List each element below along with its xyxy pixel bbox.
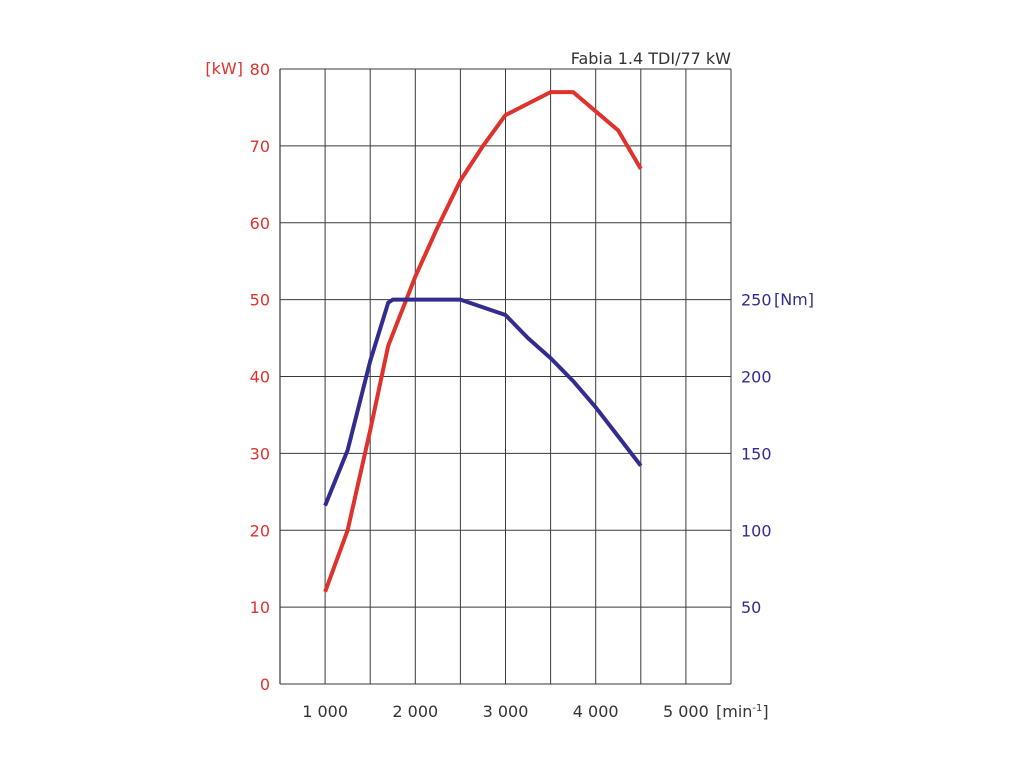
right-tick-label: 200 — [741, 368, 772, 387]
x-axis-unit-suffix: ] — [762, 702, 768, 721]
right-tick-label: 100 — [741, 521, 772, 540]
left-tick-label: 70 — [250, 137, 270, 156]
grid — [279, 68, 732, 685]
left-tick-label: 80 — [250, 60, 270, 79]
right-axis-unit-label: [Nm] — [774, 290, 814, 309]
x-tick-label: 5 000 — [663, 702, 709, 721]
x-tick-label: 3 000 — [483, 702, 529, 721]
left-tick-label: 0 — [260, 675, 270, 694]
left-tick-label: 60 — [250, 214, 270, 233]
left-tick-label: 50 — [250, 291, 270, 310]
chart-title: Fabia 1.4 TDI/77 kW — [571, 49, 731, 68]
torque-curve — [323, 297, 643, 507]
left-axis-unit-label: [kW] — [205, 59, 243, 78]
power-curve — [323, 90, 643, 593]
left-tick-label: 20 — [250, 521, 270, 540]
x-tick-label: 4 000 — [573, 702, 619, 721]
right-tick-label: 150 — [741, 444, 772, 463]
left-tick-label: 10 — [250, 598, 270, 617]
series-lines — [323, 90, 643, 593]
x-tick-label: 1 000 — [302, 702, 348, 721]
x-axis-unit-main: [min — [716, 702, 752, 721]
x-axis-unit-superscript: -1 — [752, 703, 762, 714]
left-tick-label: 30 — [250, 444, 270, 463]
axis-labels: Fabia 1.4 TDI/77 kW [kW] [Nm] [min-1] 0 1… — [205, 49, 814, 721]
x-tick-label: 2 000 — [392, 702, 438, 721]
right-tick-label: 50 — [741, 598, 761, 617]
x-axis-unit-label: [min-1] — [716, 702, 769, 721]
right-tick-label: 250 — [741, 291, 772, 310]
left-tick-label: 40 — [250, 368, 270, 387]
